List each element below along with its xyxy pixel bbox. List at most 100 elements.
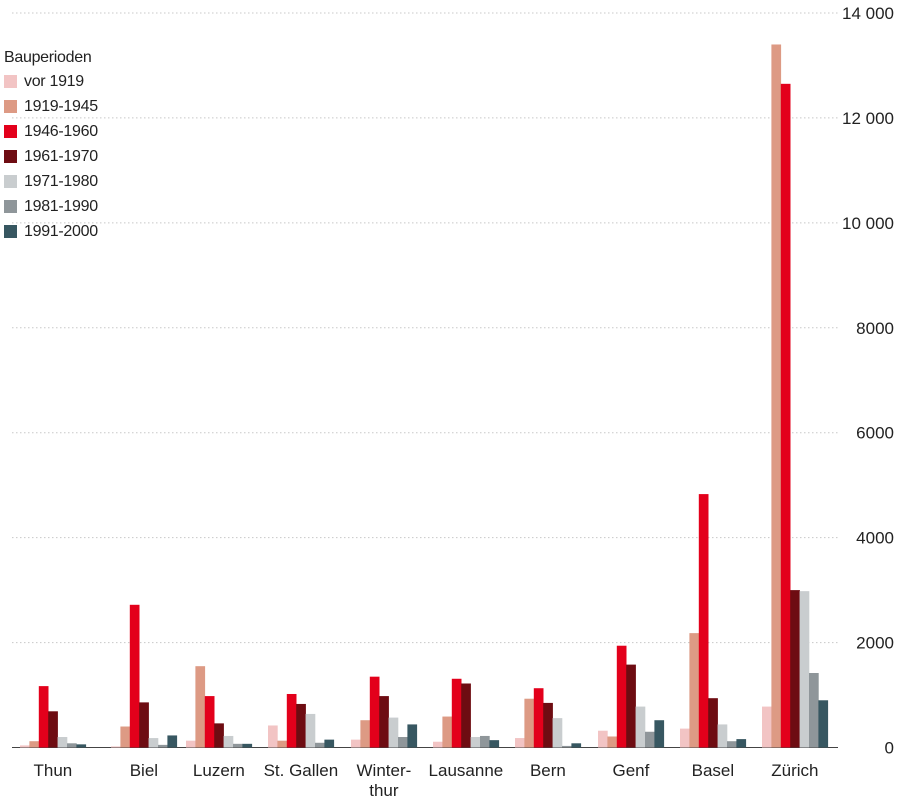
legend-label: vor 1919 — [24, 72, 84, 90]
bar — [727, 741, 737, 748]
bar — [451, 678, 462, 748]
bar — [470, 737, 481, 748]
bar — [305, 713, 316, 748]
bar — [626, 664, 636, 748]
bar — [407, 724, 418, 748]
y-tick-label: 8000 — [856, 319, 894, 338]
legend-item: 1919-1945 — [4, 94, 98, 119]
bar — [480, 735, 490, 748]
x-tick-label: Genf — [612, 761, 649, 780]
legend-item: vor 1919 — [4, 69, 98, 94]
bar — [461, 683, 471, 748]
bar — [20, 745, 30, 748]
y-tick-label: 14 000 — [842, 4, 894, 23]
bar — [223, 735, 234, 748]
legend-swatch — [4, 175, 17, 188]
bar — [167, 735, 178, 748]
x-tick-label: Zürich — [771, 761, 818, 780]
bar — [616, 645, 627, 748]
x-tick-label: Biel — [130, 761, 158, 780]
legend-item: 1961-1970 — [4, 144, 98, 169]
bar — [242, 743, 253, 748]
bar — [186, 740, 196, 748]
bar — [780, 83, 791, 748]
legend-label: 1971-1980 — [24, 172, 98, 190]
legend-swatch — [4, 200, 17, 213]
x-tick-label: St. Gallen — [264, 761, 339, 780]
legend-label: 1981-1990 — [24, 197, 98, 215]
bar — [148, 738, 159, 748]
bar — [489, 740, 500, 748]
legend-swatch — [4, 100, 17, 113]
bar — [214, 723, 224, 748]
y-tick-label: 10 000 — [842, 214, 894, 233]
bar — [562, 745, 572, 748]
y-tick-label: 6000 — [856, 424, 894, 443]
bar — [29, 741, 40, 748]
bar — [533, 688, 544, 748]
legend-item: 1971-1980 — [4, 169, 98, 194]
bar — [398, 737, 408, 748]
bar — [38, 686, 49, 748]
bar — [790, 590, 800, 748]
x-tick-label: Luzern — [193, 761, 245, 780]
legend-swatch — [4, 150, 17, 163]
x-axis-labels: Thun Biel Luzern St. Gallen Winter-thur Lausa… — [34, 761, 819, 800]
bar — [57, 737, 68, 748]
bar — [48, 711, 58, 748]
bar — [111, 746, 121, 748]
bar — [552, 718, 563, 748]
bar — [635, 706, 646, 748]
bar — [543, 702, 553, 748]
bar — [818, 700, 829, 748]
legend-swatch — [4, 75, 17, 88]
x-tick-label: Thun — [34, 761, 73, 780]
bar — [204, 696, 215, 748]
bar — [762, 706, 772, 748]
bar — [277, 740, 288, 748]
bar — [158, 744, 168, 748]
legend: Bauperioden vor 1919 1919-1945 1946-1960 19… — [4, 49, 98, 244]
x-tick-label: Lausanne — [429, 761, 504, 780]
bar — [388, 717, 399, 748]
bar — [442, 716, 453, 748]
bar — [76, 744, 87, 748]
bar — [698, 494, 709, 748]
legend-label: 1946-1960 — [24, 122, 98, 140]
bar — [369, 676, 380, 748]
x-tick-label: Winter- — [357, 761, 412, 780]
legend-label: 1991-2000 — [24, 222, 98, 240]
bar — [736, 739, 747, 748]
y-tick-label: 0 — [885, 739, 894, 758]
bar — [708, 698, 718, 748]
bar — [607, 736, 618, 748]
bar — [799, 591, 810, 748]
bar — [120, 726, 131, 748]
bar — [379, 696, 389, 748]
bar — [524, 698, 535, 748]
legend-label: 1961-1970 — [24, 147, 98, 165]
bar — [296, 703, 306, 748]
bar — [268, 725, 278, 748]
bar — [680, 728, 690, 748]
bar — [598, 730, 608, 748]
x-tick-label: Basel — [692, 761, 735, 780]
bar — [324, 739, 335, 748]
legend-item: 1981-1990 — [4, 194, 98, 219]
x-tick-label: Bern — [530, 761, 566, 780]
bars — [20, 44, 829, 748]
bar — [771, 44, 782, 748]
bar — [286, 693, 297, 748]
bar — [195, 666, 206, 748]
bar — [809, 673, 819, 748]
bar — [129, 604, 140, 748]
bar — [67, 743, 77, 748]
bar — [571, 743, 582, 748]
bar — [689, 633, 700, 748]
legend-title: Bauperioden — [4, 49, 92, 66]
bar — [654, 720, 665, 748]
bar — [717, 724, 728, 748]
bar — [645, 731, 655, 748]
legend-item: 1946-1960 — [4, 119, 98, 144]
